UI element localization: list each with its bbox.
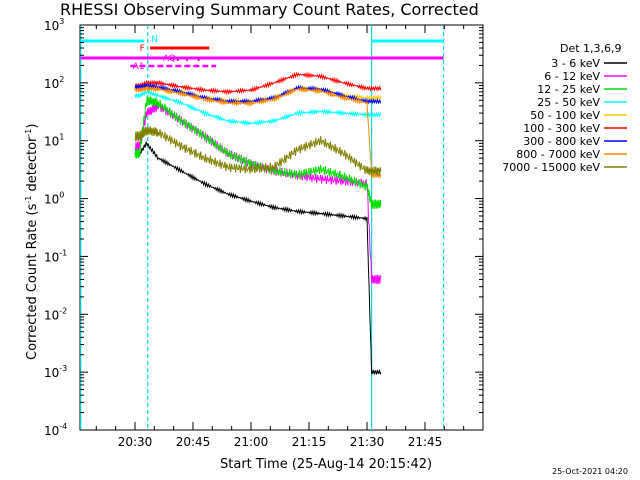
flag-label-n: N <box>151 35 158 45</box>
x-axis-ticks: 20:30 20:45 21:00 21:15 21:30 21:45 <box>95 25 465 449</box>
y-tick-label: 10-3 <box>44 364 67 380</box>
flag-dot <box>176 59 179 61</box>
legend-title: Det 1,3,6,9 <box>560 42 622 55</box>
y-label-sup-2: -1 <box>24 129 33 137</box>
svg-text:Corrected Count Rate (s-1 dete: Corrected Count Rate (s-1 detector-1) <box>24 124 40 360</box>
timestamp: 25-Oct-2021 04:20 <box>552 467 628 476</box>
y-tick-label: 101 <box>44 133 64 149</box>
legend-item-label: 12 - 25 keV <box>537 83 600 96</box>
y-label-end: ) <box>25 124 40 129</box>
flag-label-f: F <box>140 44 145 54</box>
series-line-3 <box>134 89 382 127</box>
flag-dot <box>197 59 200 61</box>
legend-item-label: 25 - 50 keV <box>537 96 600 109</box>
x-tick-label: 21:00 <box>234 435 269 449</box>
series-line-5 <box>134 71 382 96</box>
y-tick-label: 10-4 <box>44 422 67 438</box>
x-tick-label: 21:30 <box>350 435 385 449</box>
legend-item-label: 300 - 800 keV <box>523 135 600 148</box>
legend-item-label: 3 - 6 keV <box>551 57 600 70</box>
series-lines <box>134 71 382 376</box>
y-label-base: Corrected Count Rate (s <box>25 203 40 360</box>
legend-item-label: 100 - 300 keV <box>523 122 600 135</box>
series-line-0 <box>134 141 382 376</box>
series-line-8 <box>134 126 382 176</box>
x-tick-label: 20:30 <box>118 435 153 449</box>
y-tick-label: 100 <box>44 191 64 207</box>
x-tick-label: 21:45 <box>408 435 443 449</box>
series-line-7 <box>134 85 382 179</box>
series-line-1 <box>134 101 382 285</box>
legend-item-label: 6 - 12 keV <box>544 70 600 83</box>
y-axis-ticks: 103 102 101 100 10-1 10-2 10-3 10-4 <box>44 17 483 438</box>
legend-item-label: 800 - 7000 keV <box>516 148 600 161</box>
flag-label-a1: A1 <box>133 62 145 72</box>
y-tick-label: 10-2 <box>44 306 67 322</box>
x-tick-label: 20:45 <box>176 435 211 449</box>
x-tick-label: 21:15 <box>292 435 327 449</box>
flag-dot <box>186 59 189 61</box>
y-tick-label: 102 <box>44 75 64 91</box>
y-tick-label: 10-1 <box>44 248 67 264</box>
x-axis-label: Start Time (25-Aug-14 20:15:42) <box>220 457 432 472</box>
y-axis-label: Corrected Count Rate (s-1 detector-1) <box>24 124 40 360</box>
y-label-mid: detector <box>25 136 40 196</box>
plot-area <box>79 24 484 431</box>
y-tick-label: 103 <box>44 17 64 33</box>
series-line-2 <box>134 96 382 210</box>
chart-title: RHESSI Observing Summary Count Rates, Co… <box>60 0 479 19</box>
y-label-sup-1: -1 <box>24 196 33 204</box>
flag-label-aq: AQ <box>163 54 176 64</box>
legend-item-label: 7000 - 15000 keV <box>502 161 600 174</box>
legend-item-label: 50 - 100 keV <box>530 109 600 122</box>
status-flags: NF AQ A1 <box>80 35 444 72</box>
